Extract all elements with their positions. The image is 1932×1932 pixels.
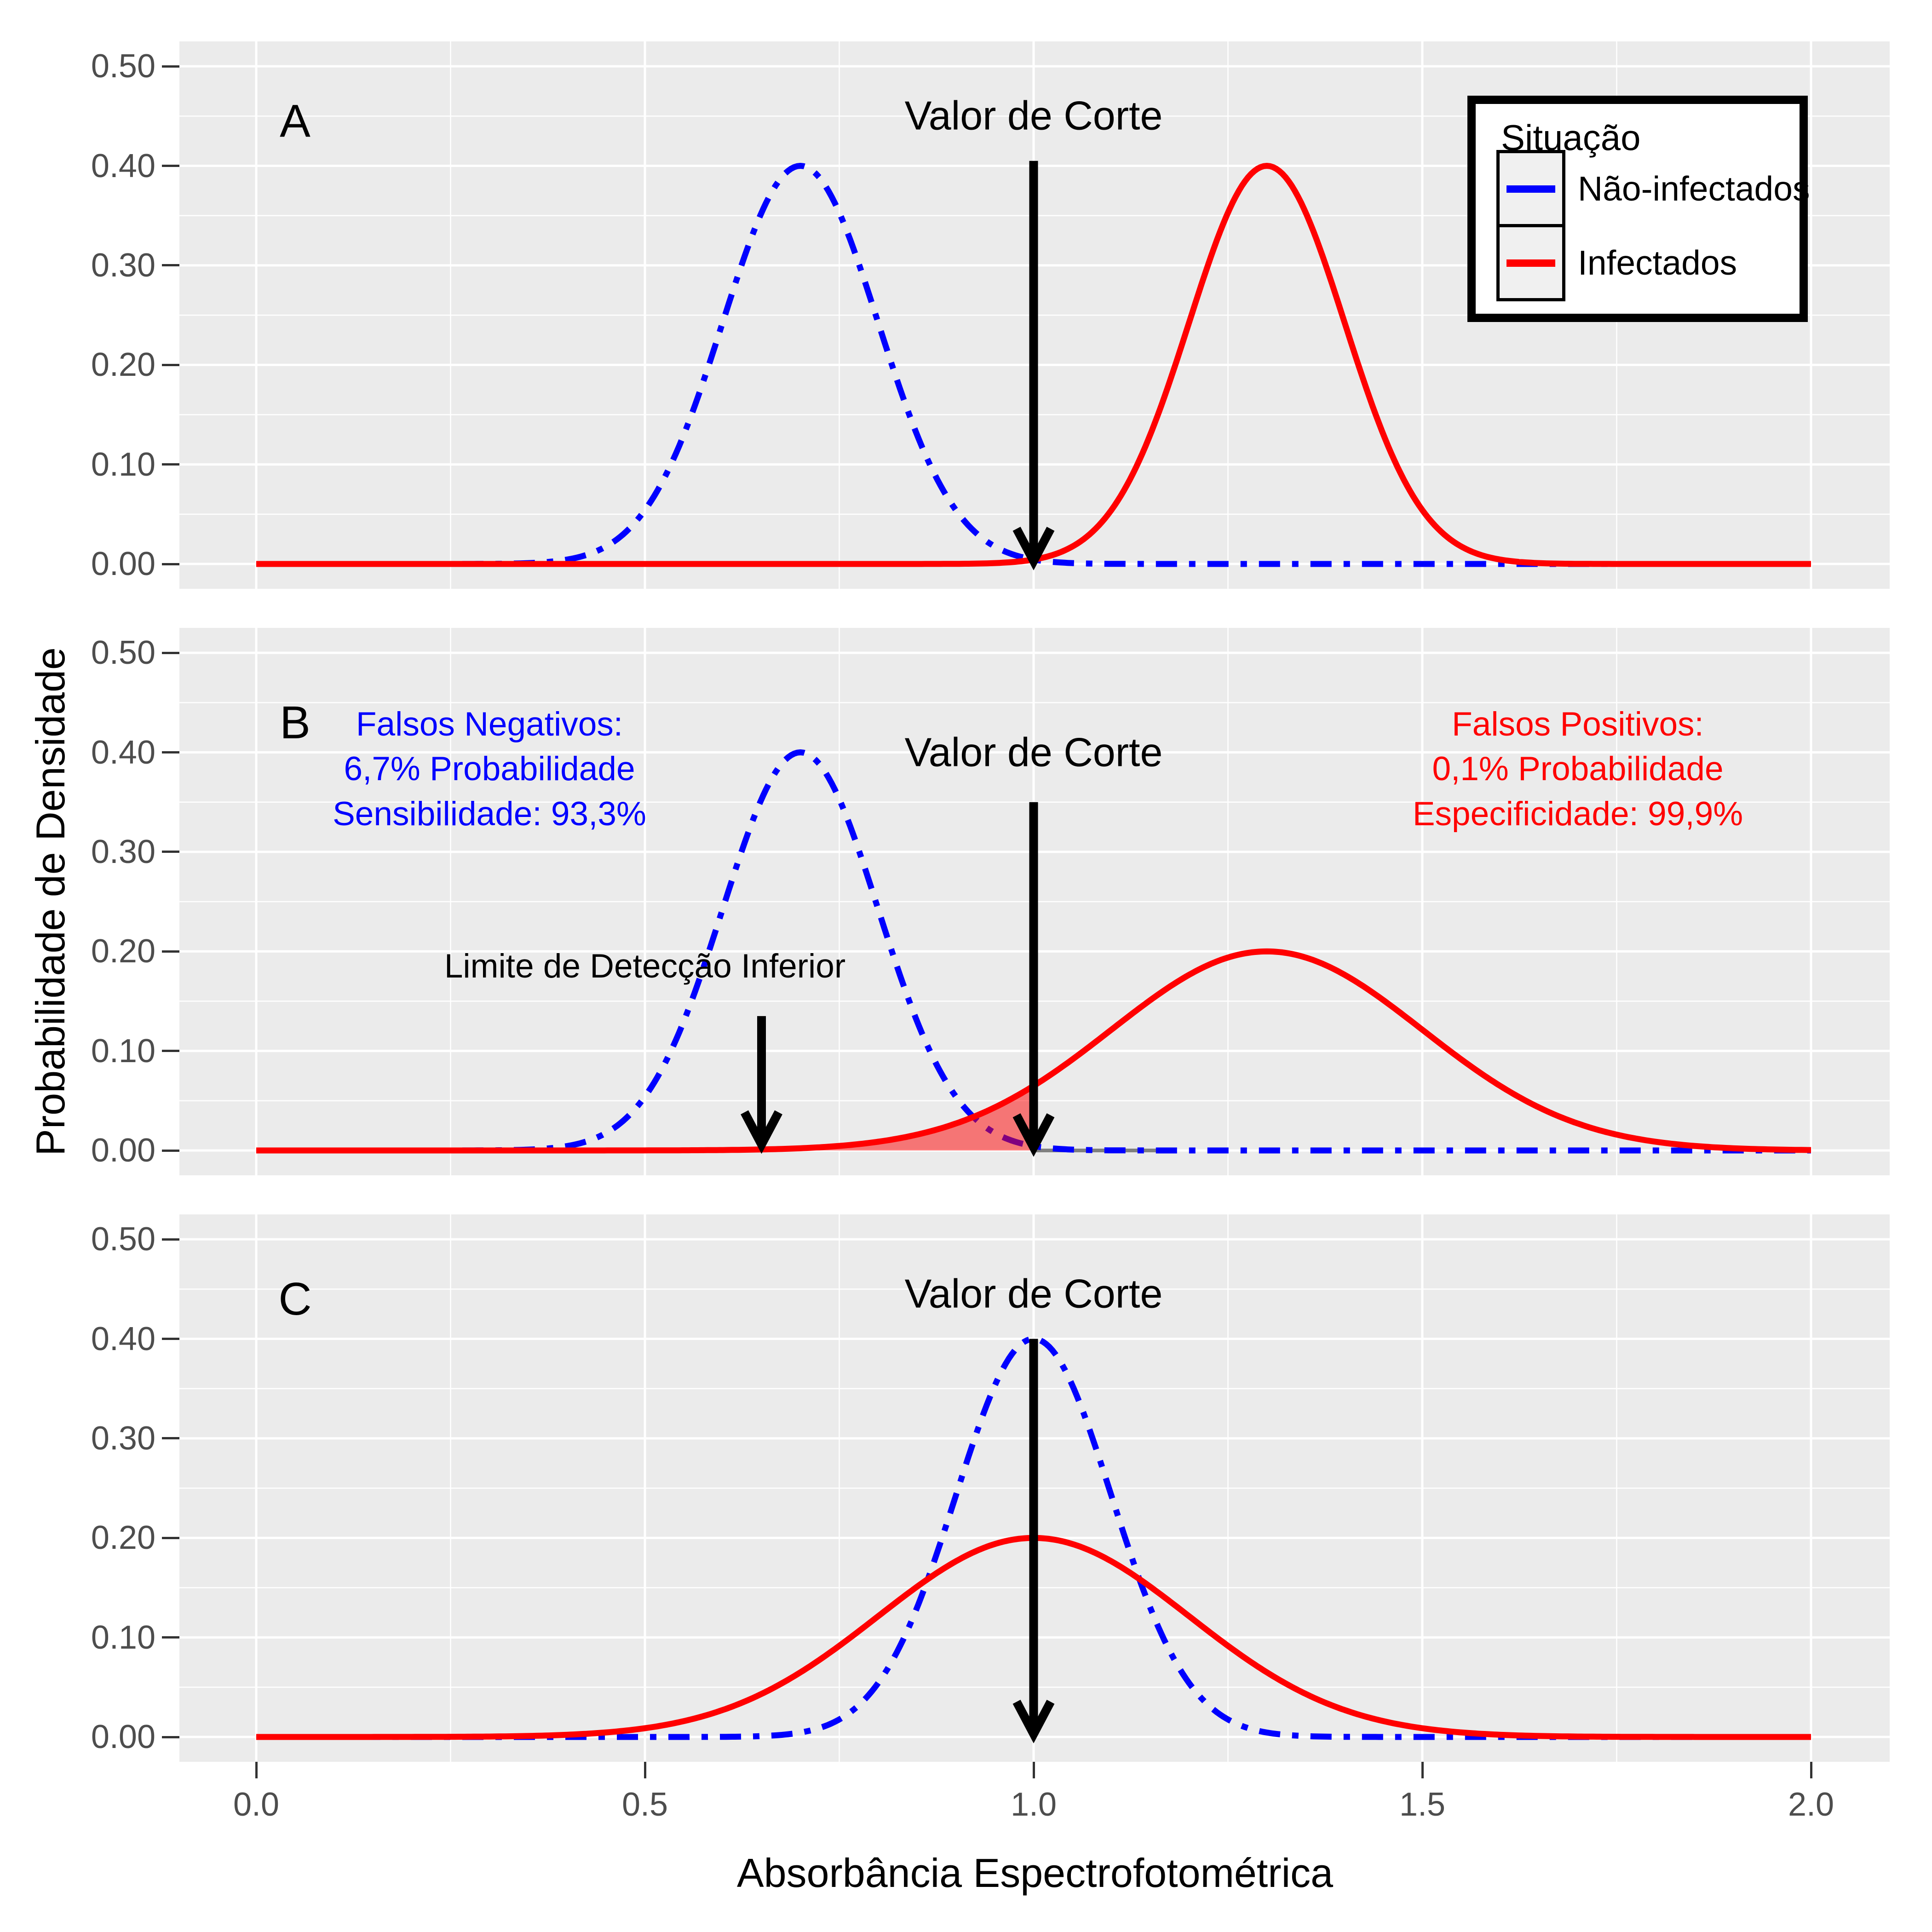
- y-tick-label: 0.30: [91, 247, 155, 284]
- legend-label-nao-infectados: Não-infectados: [1578, 169, 1810, 208]
- y-axis-title: Probabilidade de Densidade: [28, 647, 73, 1156]
- y-tick-mark: [162, 563, 179, 565]
- y-tick-mark: [162, 851, 179, 853]
- y-tick-mark: [162, 463, 179, 466]
- y-tick-mark: [162, 363, 179, 366]
- y-tick-mark: [162, 1149, 179, 1152]
- panel-b-plot: [179, 628, 1890, 1175]
- cutoff-arrow-head: [1012, 527, 1055, 570]
- y-tick-label: 0.20: [91, 1519, 155, 1557]
- y-tick-mark: [162, 1338, 179, 1340]
- x-tick-label: 1.5: [1399, 1786, 1446, 1823]
- y-tick-label: 0.40: [91, 147, 155, 184]
- cutoff-arrow-head: [1012, 1700, 1055, 1743]
- x-tick-mark: [1032, 1762, 1035, 1778]
- y-tick-mark: [162, 751, 179, 754]
- cutoff-arrow: [1012, 1339, 1055, 1743]
- panel-c-plot: [179, 1214, 1890, 1762]
- x-tick-mark: [644, 1762, 646, 1778]
- x-tick-mark: [255, 1762, 258, 1778]
- y-tick-label: 0.50: [91, 48, 155, 85]
- y-tick-mark: [162, 1636, 179, 1639]
- false-negative-shaded-area: [761, 1087, 1034, 1150]
- x-tick-label: 0.0: [233, 1786, 280, 1823]
- x-axis-title: Absorbância Espectrofotométrica: [736, 1850, 1334, 1896]
- cutoff-arrow: [1012, 161, 1055, 570]
- y-tick-label: 0.10: [91, 1619, 155, 1656]
- y-tick-mark: [162, 1238, 179, 1241]
- y-tick-mark: [162, 1536, 179, 1539]
- legend-label-infectados: Infectados: [1578, 243, 1737, 282]
- legend-key-nao-infectados: [1496, 150, 1565, 227]
- y-tick-mark: [162, 264, 179, 267]
- y-tick-mark: [162, 1050, 179, 1052]
- y-tick-label: 0.00: [91, 1719, 155, 1755]
- x-tick-label: 2.0: [1788, 1786, 1834, 1823]
- y-tick-mark: [162, 1736, 179, 1738]
- y-tick-label: 0.20: [91, 346, 155, 384]
- legend: Situação Não-infectados Infectados: [1467, 96, 1810, 322]
- y-tick-mark: [162, 165, 179, 167]
- legend-key-infectados: [1496, 224, 1565, 301]
- y-tick-mark: [162, 651, 179, 654]
- legend-key-line-blue: [1506, 185, 1555, 193]
- x-tick-label: 0.5: [621, 1786, 668, 1823]
- y-tick-mark: [162, 65, 179, 68]
- legend-key-line-red: [1506, 259, 1555, 267]
- cutoff-arrow-head: [1012, 1113, 1055, 1157]
- x-tick-mark: [1810, 1762, 1812, 1778]
- x-tick-label: 1.0: [1010, 1786, 1057, 1823]
- y-tick-mark: [162, 1437, 179, 1440]
- y-tick-mark: [162, 950, 179, 953]
- x-tick-mark: [1421, 1762, 1424, 1778]
- detection-limit-arrow: [741, 1016, 782, 1154]
- y-tick-label: 0.30: [91, 1420, 155, 1457]
- detection-limit-arrow-head: [741, 1110, 782, 1154]
- cutoff-arrow: [1012, 802, 1055, 1157]
